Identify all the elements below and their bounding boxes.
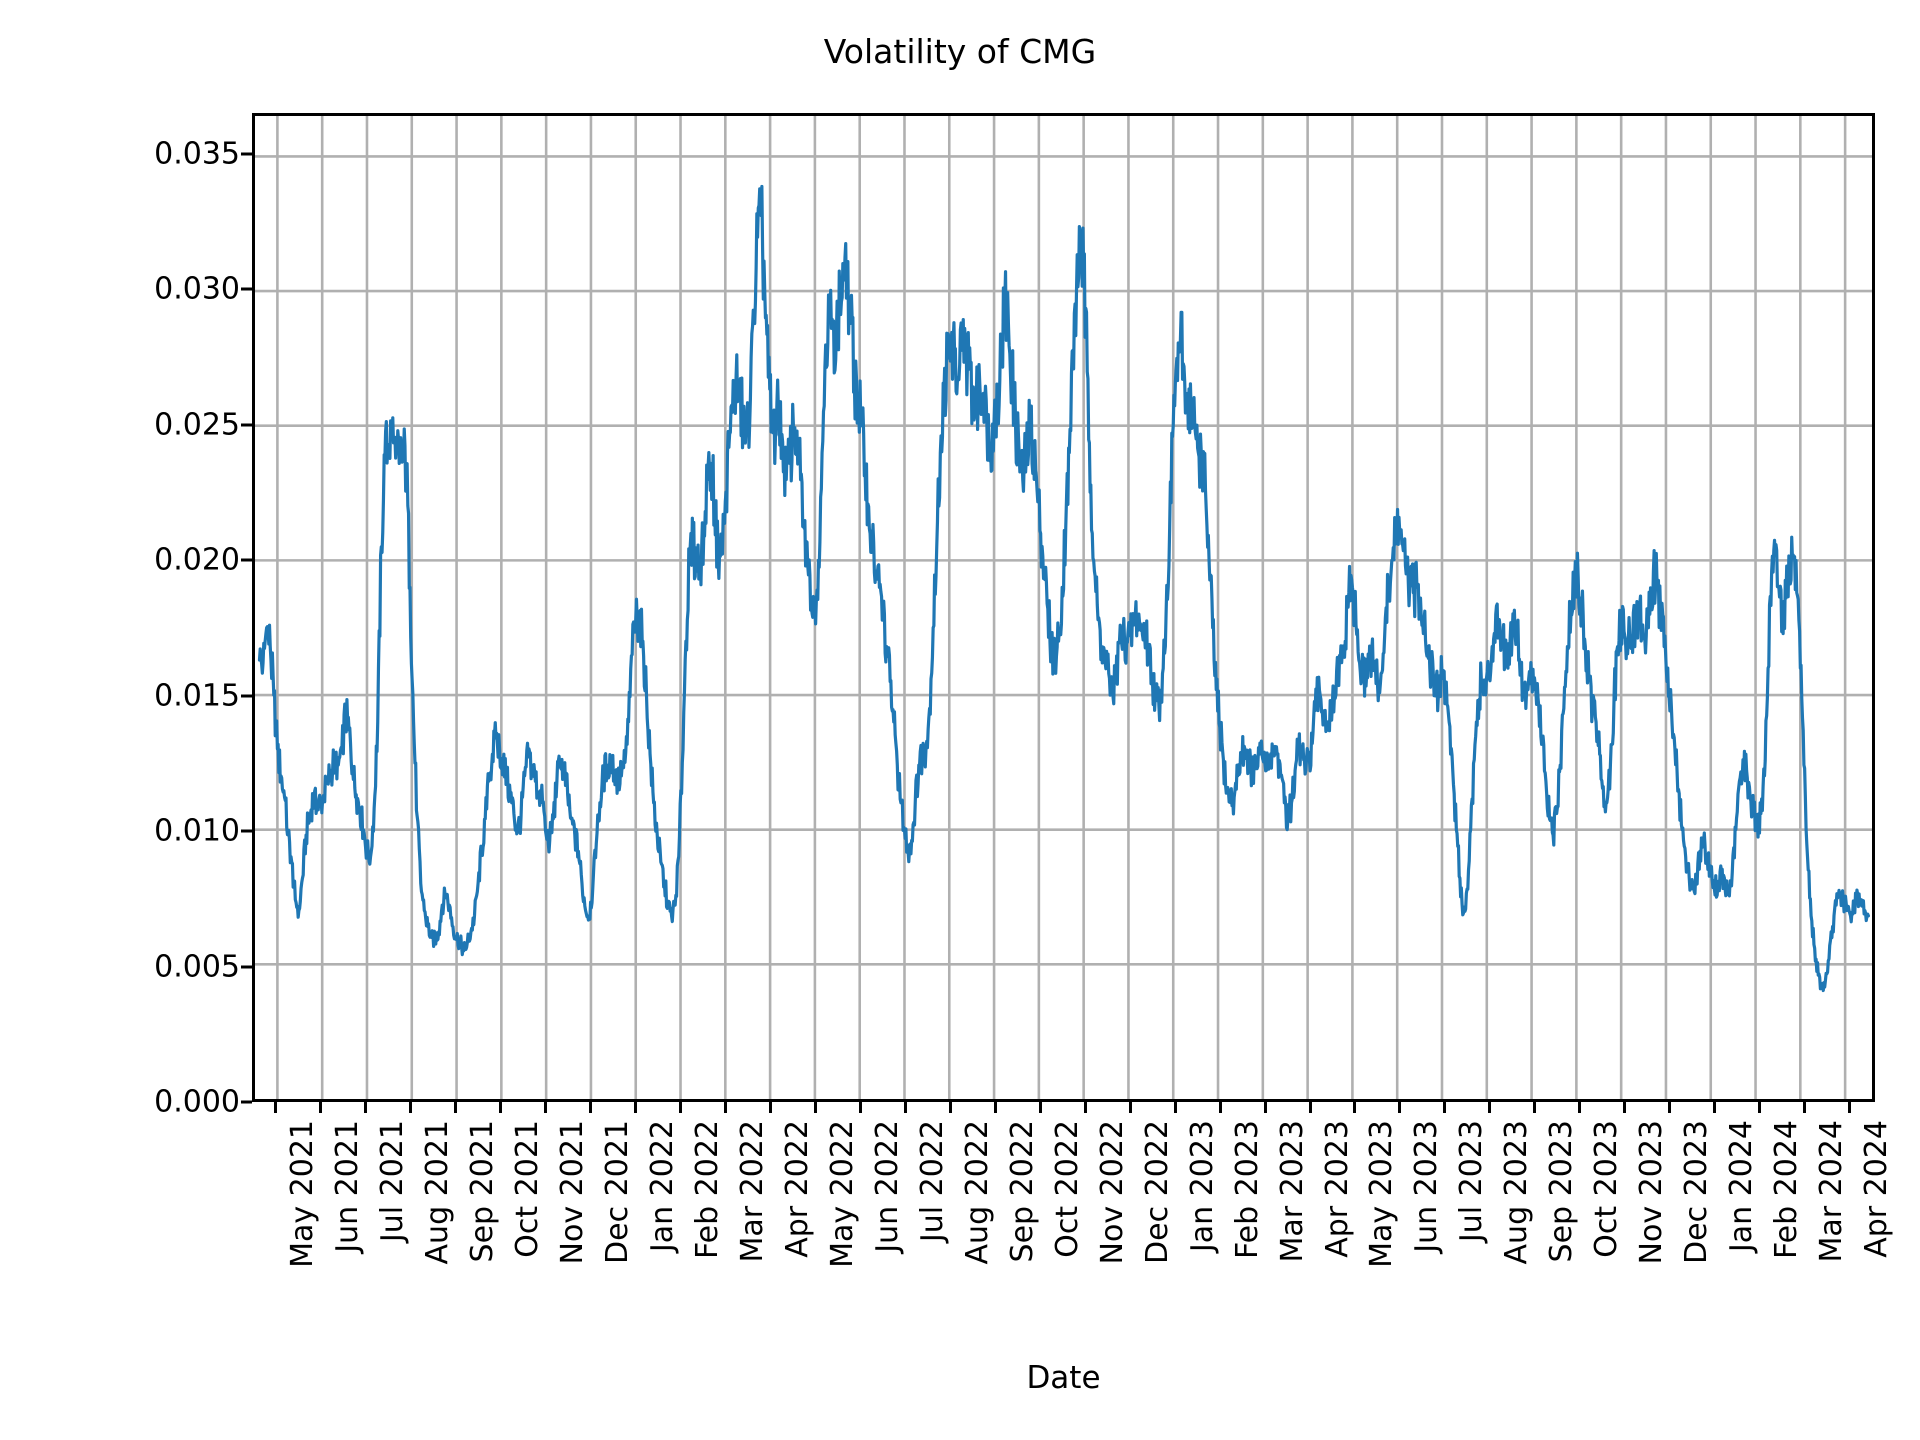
x-tick-label: Oct 2022: [1049, 1120, 1085, 1258]
chart-title: Volatility of CMG: [823, 32, 1097, 71]
x-tick-mark: [1038, 1102, 1042, 1113]
x-tick-mark: [903, 1102, 907, 1113]
x-tick-mark: [1443, 1102, 1447, 1113]
y-tick-label: 0.035: [154, 136, 240, 172]
x-tick-mark: [813, 1102, 817, 1113]
x-tick-mark: [993, 1102, 997, 1113]
x-tick-label: Jul 2021: [375, 1120, 411, 1243]
x-tick-label: Mar 2022: [735, 1120, 771, 1263]
x-tick-label: Nov 2023: [1634, 1120, 1670, 1265]
y-tick-label: 0.030: [154, 271, 240, 307]
y-tick-label: 0.005: [154, 949, 240, 985]
x-tick-label: Feb 2023: [1229, 1120, 1265, 1259]
x-tick-label: Dec 2023: [1679, 1120, 1715, 1264]
plot-area: [252, 113, 1875, 1102]
y-tick-mark: [241, 152, 252, 156]
y-tick-mark: [241, 829, 252, 833]
y-tick-label: 0.000: [154, 1084, 240, 1120]
y-tick-label: 0.025: [154, 407, 240, 443]
x-axis-label: Date: [1026, 1360, 1101, 1396]
y-tick-mark: [241, 287, 252, 291]
x-tick-mark: [634, 1102, 638, 1113]
y-tick-mark: [241, 965, 252, 969]
x-tick-label: May 2021: [285, 1120, 321, 1268]
x-tick-label: Jul 2023: [1454, 1120, 1490, 1243]
x-tick-mark: [1623, 1102, 1627, 1113]
x-tick-mark: [1308, 1102, 1312, 1113]
x-tick-label: Dec 2021: [600, 1120, 636, 1264]
x-tick-mark: [769, 1102, 773, 1113]
x-tick-label: Jun 2021: [330, 1120, 366, 1253]
x-tick-mark: [1173, 1102, 1177, 1113]
x-tick-mark: [1488, 1102, 1492, 1113]
x-tick-label: Aug 2021: [420, 1120, 456, 1265]
x-tick-mark: [274, 1102, 278, 1113]
x-tick-mark: [1803, 1102, 1807, 1113]
x-tick-mark: [499, 1102, 503, 1113]
y-tick-label: 0.015: [154, 678, 240, 714]
y-tick-mark: [241, 1100, 252, 1104]
plot-svg: [255, 116, 1872, 1099]
x-tick-label: Nov 2021: [555, 1120, 591, 1265]
x-tick-label: Feb 2022: [690, 1120, 726, 1259]
x-tick-label: Sep 2021: [465, 1120, 501, 1263]
x-tick-mark: [1218, 1102, 1222, 1113]
x-tick-label: Jan 2023: [1184, 1120, 1220, 1253]
x-tick-label: Mar 2023: [1274, 1120, 1310, 1263]
x-tick-mark: [1533, 1102, 1537, 1113]
x-tick-label: Apr 2022: [780, 1120, 816, 1258]
x-tick-label: Jan 2022: [645, 1120, 681, 1253]
x-tick-mark: [544, 1102, 548, 1113]
x-tick-label: Nov 2022: [1094, 1120, 1130, 1265]
x-tick-label: Jun 2022: [869, 1120, 905, 1253]
x-tick-mark: [1668, 1102, 1672, 1113]
y-tick-label: 0.020: [154, 542, 240, 578]
x-tick-mark: [1083, 1102, 1087, 1113]
x-tick-label: Jun 2023: [1409, 1120, 1445, 1253]
x-tick-mark: [409, 1102, 413, 1113]
vertical-gridlines: [276, 116, 1847, 1099]
x-tick-label: Sep 2022: [1004, 1120, 1040, 1263]
x-tick-mark: [1578, 1102, 1582, 1113]
x-tick-mark: [589, 1102, 593, 1113]
x-tick-mark: [1758, 1102, 1762, 1113]
x-tick-mark: [1848, 1102, 1852, 1113]
y-tick-mark: [241, 694, 252, 698]
x-tick-mark: [1263, 1102, 1267, 1113]
x-tick-label: Mar 2024: [1814, 1120, 1850, 1263]
x-tick-mark: [1128, 1102, 1132, 1113]
x-tick-mark: [724, 1102, 728, 1113]
x-tick-mark: [679, 1102, 683, 1113]
x-tick-label: May 2022: [824, 1120, 860, 1268]
x-tick-label: Jul 2022: [914, 1120, 950, 1243]
y-tick-mark: [241, 558, 252, 562]
x-tick-label: Aug 2023: [1499, 1120, 1535, 1265]
x-tick-label: May 2023: [1364, 1120, 1400, 1268]
x-tick-mark: [1353, 1102, 1357, 1113]
x-tick-mark: [319, 1102, 323, 1113]
x-tick-label: Dec 2022: [1139, 1120, 1175, 1264]
x-tick-label: Oct 2023: [1589, 1120, 1625, 1258]
volatility-line-series: [257, 184, 1871, 993]
x-tick-label: Aug 2022: [959, 1120, 995, 1265]
x-tick-label: Sep 2023: [1544, 1120, 1580, 1263]
x-tick-mark: [1398, 1102, 1402, 1113]
x-tick-label: Apr 2024: [1859, 1120, 1895, 1258]
x-tick-mark: [858, 1102, 862, 1113]
y-tick-mark: [241, 423, 252, 427]
x-tick-label: Apr 2023: [1319, 1120, 1355, 1258]
x-tick-mark: [364, 1102, 368, 1113]
x-tick-label: Feb 2024: [1769, 1120, 1805, 1259]
x-tick-label: Jan 2024: [1724, 1120, 1760, 1253]
y-tick-label: 0.010: [154, 813, 240, 849]
x-tick-mark: [1713, 1102, 1717, 1113]
x-tick-label: Oct 2021: [510, 1120, 546, 1258]
x-tick-mark: [948, 1102, 952, 1113]
x-tick-mark: [454, 1102, 458, 1113]
